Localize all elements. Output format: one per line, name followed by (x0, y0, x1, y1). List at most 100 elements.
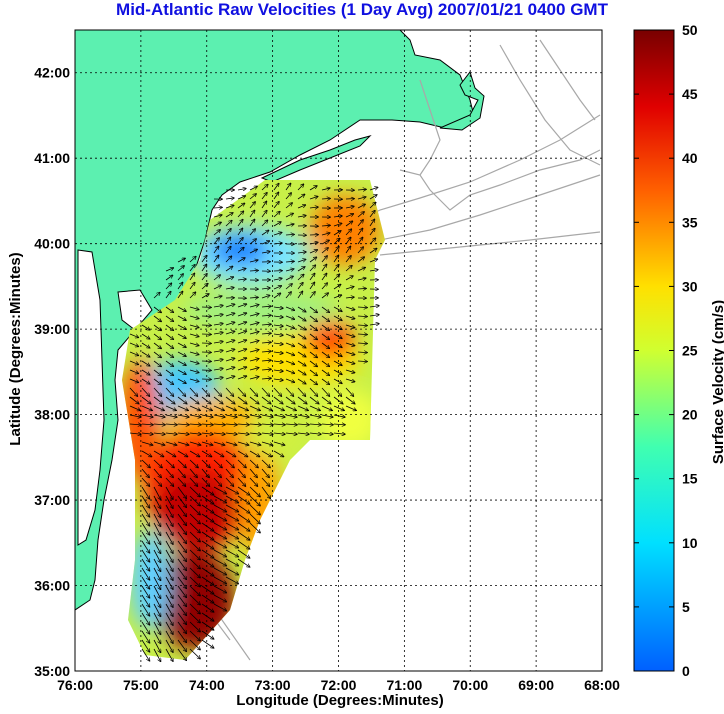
velocity-vector (189, 522, 200, 533)
velocity-vector (201, 531, 214, 540)
velocity-vector (141, 342, 150, 348)
velocity-vector (237, 540, 250, 549)
velocity-vector (345, 246, 351, 254)
velocity-vector (141, 450, 151, 457)
velocity-vector (237, 340, 246, 344)
velocity-vector (225, 576, 238, 584)
velocity-vector (189, 342, 199, 346)
velocity-vector (165, 275, 172, 281)
velocity-vector (225, 349, 235, 353)
velocity-vector (177, 603, 186, 615)
velocity-vector (189, 378, 199, 382)
velocity-vector (165, 306, 173, 312)
velocity-vector (309, 333, 317, 339)
velocity-vector (213, 486, 226, 494)
velocity-vector (249, 424, 261, 425)
velocity-vector (309, 274, 315, 281)
velocity-vector (129, 433, 141, 434)
y-tick-labels: 35:00 36:00 37:00 38:00 39:00 40:00 41:00 42:00 (34, 65, 70, 679)
velocity-vector (189, 306, 199, 310)
velocity-vector (357, 267, 365, 272)
velocity-vector (153, 360, 161, 366)
velocity-vector (141, 441, 153, 445)
velocity-vector (249, 396, 259, 404)
velocity-vector (189, 369, 199, 373)
velocity-vector (249, 323, 259, 325)
velocity-vector (321, 396, 331, 404)
velocity-vector (357, 334, 367, 335)
velocity-vector (285, 424, 297, 425)
velocity-vector (309, 396, 319, 404)
velocity-vector (297, 324, 306, 330)
velocity-vector (201, 477, 209, 486)
velocity-vector (165, 405, 176, 410)
velocity-vector (321, 188, 330, 190)
velocity-vector (153, 459, 162, 468)
velocity-vector (237, 522, 250, 531)
velocity-vector (225, 468, 233, 477)
velocity-vector (333, 231, 341, 236)
x-tick-label: 71:00 (386, 677, 422, 693)
velocity-vector (177, 522, 186, 534)
velocity-vector (357, 352, 367, 353)
velocity-vector (357, 325, 367, 326)
velocity-vector (225, 558, 238, 566)
velocity-vector (225, 433, 237, 434)
velocity-vector (249, 194, 256, 200)
velocity-vector (129, 342, 138, 346)
velocity-vector (213, 603, 226, 611)
velocity-vector (297, 274, 304, 281)
velocity-vector (141, 576, 150, 589)
velocity-vector (213, 531, 226, 539)
velocity-vector (177, 369, 186, 374)
velocity-vector (141, 531, 150, 544)
velocity-vector (333, 247, 339, 254)
velocity-vector (225, 549, 238, 557)
velocity-vector (237, 441, 249, 445)
velocity-vector (213, 285, 221, 290)
velocity-vector (309, 415, 321, 417)
velocity-vector (153, 630, 161, 643)
velocity-vector (153, 540, 161, 553)
velocity-vector (213, 424, 225, 425)
velocity-vector (189, 630, 200, 641)
velocity-vector (345, 214, 353, 218)
velocity-vector (201, 387, 209, 396)
velocity-vector (177, 405, 188, 410)
velocity-vector (237, 248, 244, 254)
velocity-vector (321, 405, 332, 410)
y-tick-label: 36:00 (34, 578, 70, 594)
velocity-vector (225, 531, 238, 539)
velocity-vector (141, 558, 150, 571)
velocity-vector (261, 230, 269, 236)
velocity-vector (189, 558, 200, 569)
velocity-vector (297, 291, 303, 299)
velocity-vector (237, 304, 246, 308)
velocity-vector (297, 333, 306, 339)
velocity-vector (309, 315, 317, 321)
velocity-vector (141, 459, 150, 468)
velocity-vector (165, 513, 173, 526)
velocity-vector (153, 450, 163, 457)
velocity-vector (225, 376, 235, 380)
velocity-vector (213, 540, 226, 548)
velocity-vector (357, 228, 363, 236)
velocity-vector (153, 567, 161, 580)
velocity-vector (333, 433, 345, 434)
velocity-vector (249, 186, 257, 191)
velocity-vector (237, 468, 245, 477)
velocity-vector (189, 567, 200, 578)
velocity-vector (177, 504, 186, 516)
velocity-vector (249, 504, 260, 515)
velocity-vector (249, 459, 258, 468)
velocity-vector (129, 396, 139, 404)
velocity-vector (225, 340, 235, 344)
velocity-vector (261, 468, 269, 477)
velocity-vector (237, 358, 246, 362)
colorbar-tick-labels: 0 5 10 15 20 25 30 35 40 45 50 (634, 22, 698, 679)
velocity-vector (177, 558, 186, 570)
velocity-vector (237, 269, 246, 271)
velocity-vector (225, 198, 234, 199)
velocity-vector (201, 441, 213, 445)
